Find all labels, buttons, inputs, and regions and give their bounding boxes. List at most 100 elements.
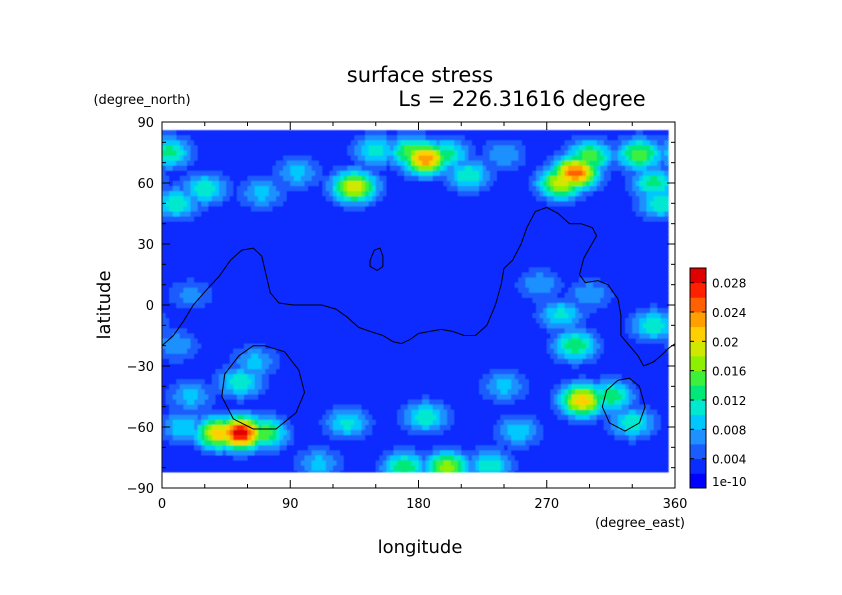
heatmap-cell [279, 191, 284, 197]
heatmap-cell [194, 130, 199, 136]
heatmap-cell [504, 287, 509, 294]
heatmap-cell [596, 211, 601, 218]
heatmap-cell [308, 165, 313, 172]
heatmap-cell [528, 211, 534, 218]
heatmap-cell [596, 170, 601, 177]
heatmap-cell [486, 302, 491, 309]
heatmap-cell [646, 236, 651, 243]
heatmap-cell [390, 180, 395, 187]
heatmap-cell [197, 165, 202, 172]
heatmap-cell [400, 302, 405, 309]
heatmap-cell [286, 201, 291, 208]
heatmap-cell [650, 180, 655, 187]
heatmap-cell [635, 221, 641, 228]
heatmap-cell [222, 272, 227, 279]
heatmap-cell [568, 130, 573, 136]
heatmap-cell [336, 262, 341, 269]
heatmap-cell [447, 211, 452, 218]
heatmap-cell [496, 196, 502, 202]
heatmap-cell [603, 130, 609, 136]
heatmap-cell [372, 201, 377, 208]
heatmap-cell [162, 272, 167, 279]
heatmap-cell [315, 221, 320, 228]
heatmap-cell [543, 196, 548, 202]
heatmap-cell [443, 231, 448, 238]
heatmap-cell [293, 155, 299, 162]
heatmap-cell [368, 130, 373, 136]
heatmap-cell [464, 140, 470, 147]
heatmap-cell [350, 191, 356, 197]
heatmap-cell [468, 262, 473, 269]
heatmap-cell [578, 196, 584, 202]
heatmap-cell [169, 191, 174, 197]
heatmap-cell [596, 226, 601, 233]
heatmap-cell [596, 201, 601, 208]
heatmap-cell [233, 211, 238, 218]
heatmap-cell [265, 292, 270, 299]
heatmap-cell [582, 196, 587, 202]
heatmap-cell [625, 175, 630, 182]
heatmap-cell [343, 297, 348, 304]
heatmap-cell [464, 221, 470, 228]
heatmap-cell [176, 175, 181, 182]
heatmap-cell [532, 267, 537, 274]
heatmap-cell [646, 140, 651, 147]
heatmap-cell [329, 145, 334, 152]
heatmap-cell [357, 170, 363, 177]
heatmap-cell [251, 206, 256, 213]
heatmap-cell [261, 140, 267, 147]
heatmap-cell [660, 287, 666, 294]
heatmap-cell [511, 287, 516, 294]
heatmap-cell [621, 226, 626, 233]
heatmap-cell [226, 150, 231, 157]
heatmap-cell [457, 201, 462, 208]
heatmap-cell [258, 201, 263, 208]
heatmap-cell [368, 180, 373, 187]
heatmap-cell [162, 135, 167, 141]
heatmap-cell [393, 241, 398, 248]
heatmap-cell [553, 206, 559, 213]
heatmap-cell [553, 170, 559, 177]
heatmap-cell [325, 297, 331, 304]
heatmap-cell [532, 236, 537, 243]
heatmap-cell [429, 170, 434, 177]
heatmap-cell [304, 130, 309, 136]
heatmap-cell [283, 302, 288, 309]
heatmap-cell [625, 292, 630, 299]
heatmap-cell [279, 292, 284, 299]
heatmap-cell [165, 236, 170, 243]
heatmap-cell [571, 180, 576, 187]
heatmap-cell [258, 226, 263, 233]
heatmap-cell [479, 241, 484, 248]
heatmap-cell [525, 287, 530, 294]
heatmap-cell [251, 191, 256, 197]
heatmap-cell [454, 282, 459, 289]
heatmap-cell [397, 267, 402, 274]
heatmap-cell [400, 297, 405, 304]
heatmap-cell [229, 272, 234, 279]
heatmap-cell [411, 236, 416, 243]
heatmap-cell [454, 247, 459, 253]
heatmap-cell [197, 191, 202, 197]
heatmap-cell [233, 226, 238, 233]
heatmap-cell [418, 302, 423, 309]
heatmap-cell [243, 160, 249, 167]
heatmap-cell [546, 130, 552, 136]
heatmap-cell [571, 216, 576, 223]
heatmap-cell [614, 145, 619, 152]
heatmap-cell [361, 267, 366, 274]
heatmap-cell [179, 160, 185, 167]
heatmap-cell [511, 297, 516, 304]
heatmap-cell [664, 287, 669, 294]
heatmap-cell [439, 216, 445, 223]
heatmap-cell [368, 216, 373, 223]
heatmap-cell [575, 292, 580, 299]
heatmap-cell [539, 145, 544, 152]
heatmap-cell [422, 145, 427, 152]
heatmap-cell [194, 247, 199, 253]
heatmap-cell [660, 257, 666, 263]
heatmap-cell [607, 221, 612, 228]
heatmap-cell [585, 201, 591, 208]
heatmap-cell [568, 140, 573, 147]
heatmap-cell [539, 226, 544, 233]
